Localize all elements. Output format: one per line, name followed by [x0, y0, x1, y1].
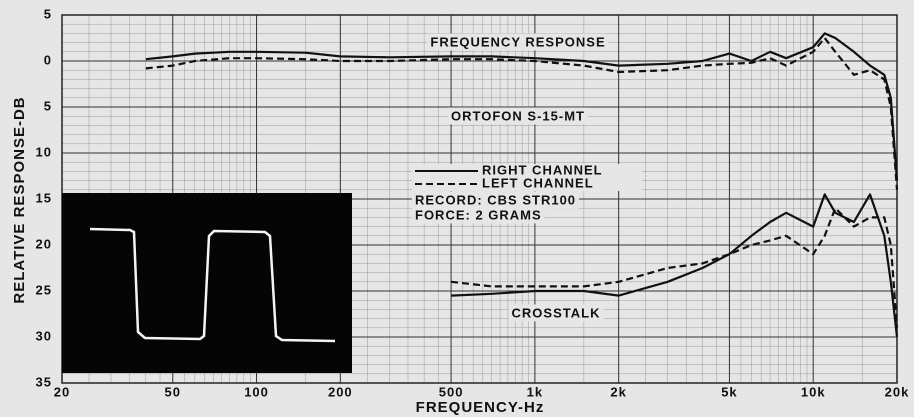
annotation-bg [427, 33, 609, 51]
x-tick-label: 200 [328, 384, 353, 399]
y-tick-label: 5 [44, 6, 52, 21]
annotation-bg [448, 107, 588, 125]
response-line [145, 32, 899, 181]
y-tick-label: 10 [36, 144, 52, 159]
y-tick-label: 35 [36, 374, 52, 389]
y-tick-label: 0 [44, 52, 52, 67]
y-tick-label: 5 [44, 98, 52, 113]
annotation: FORCE: 2 GRAMS [415, 207, 542, 222]
square-wave [89, 227, 336, 343]
legend-bg [412, 164, 642, 178]
annotation: ORTOFON S-15-MT [451, 108, 585, 123]
x-tick-label: 2k [610, 384, 626, 399]
x-tick-label: 10k [801, 384, 826, 399]
annotation: RECORD: CBS STR100 [415, 192, 576, 207]
annotation: CROSSTALK [512, 305, 601, 320]
x-tick-label: 500 [439, 384, 464, 399]
annotation-bg [508, 304, 604, 322]
y-tick-label: 15 [36, 190, 52, 205]
x-tick-label: 20k [885, 384, 910, 399]
x-tick-label: 5k [721, 384, 737, 399]
legend-bg [412, 177, 642, 191]
y-tick-label: 20 [36, 236, 52, 251]
x-tick-label: 100 [244, 384, 269, 399]
legend-label: LEFT CHANNEL [482, 175, 594, 190]
y-axis-label: RELATIVE RESPONSE-DB [11, 96, 28, 303]
legend-label: RIGHT CHANNEL [482, 162, 603, 177]
crosstalk-line [450, 207, 899, 328]
x-axis-label: FREQUENCY-Hz [416, 399, 545, 416]
annotation-bg [412, 191, 580, 209]
y-tick-label: 30 [36, 328, 52, 343]
x-tick-label: 20 [54, 384, 70, 399]
y-tick-label: 25 [36, 282, 52, 297]
plot [145, 32, 899, 338]
oscilloscope-inset [62, 193, 352, 373]
annotation-bg [412, 206, 545, 224]
x-tick-label: 1k [527, 384, 543, 399]
annotation: FREQUENCY RESPONSE [430, 34, 605, 49]
response-line [145, 36, 899, 190]
x-tick-label: 50 [165, 384, 181, 399]
crosstalk-line [451, 193, 899, 338]
